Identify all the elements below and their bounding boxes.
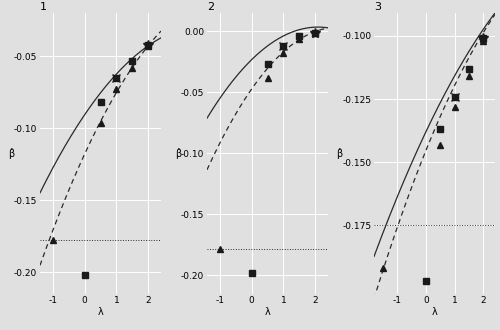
Y-axis label: β̂: β̂ <box>336 148 342 159</box>
X-axis label: λ: λ <box>264 307 270 317</box>
X-axis label: λ: λ <box>432 307 438 317</box>
X-axis label: λ: λ <box>98 307 103 317</box>
Text: 2: 2 <box>207 2 214 13</box>
Text: 3: 3 <box>374 2 381 13</box>
Y-axis label: β̂: β̂ <box>8 148 14 159</box>
Text: 1: 1 <box>40 2 47 13</box>
Y-axis label: β̂: β̂ <box>175 148 181 159</box>
